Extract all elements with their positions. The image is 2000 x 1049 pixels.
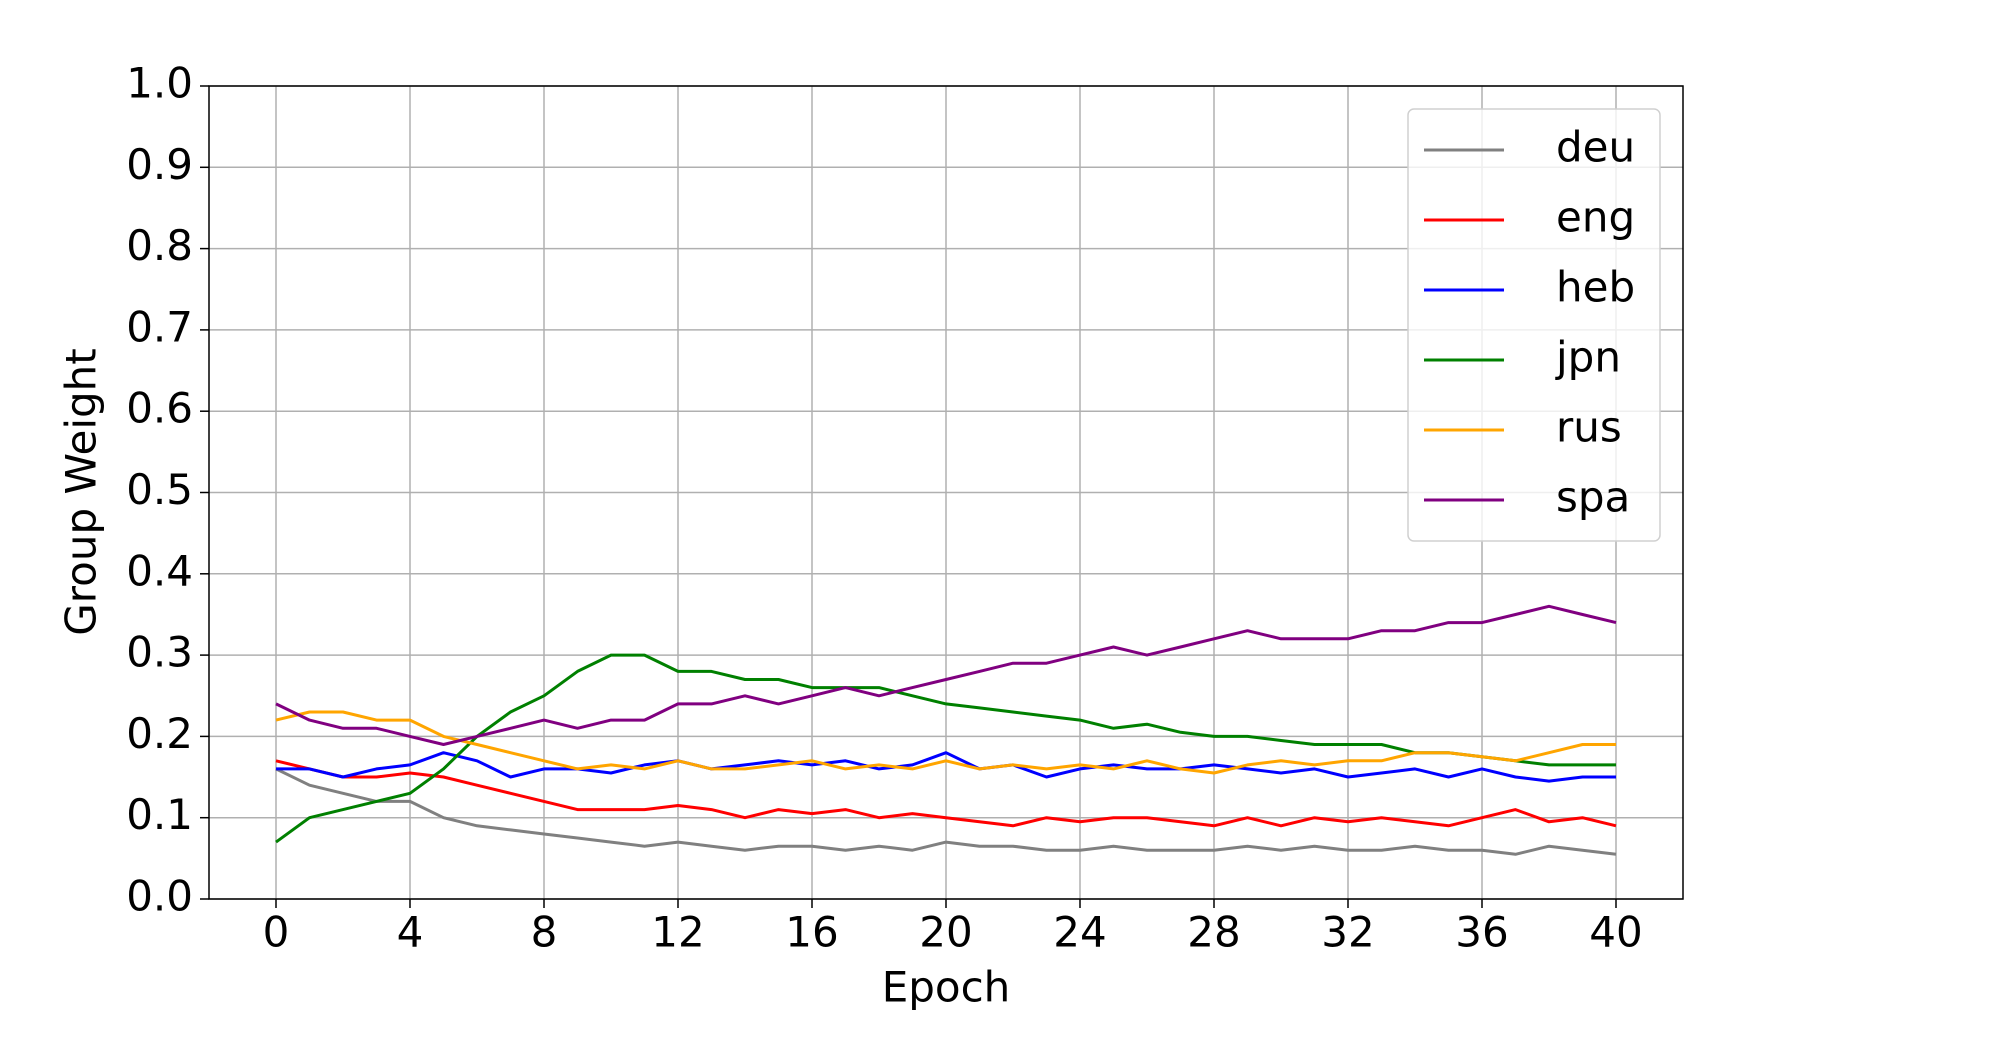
legend-label: heb	[1556, 263, 1635, 312]
series-line	[275, 767, 1617, 856]
y-tick-label: 0.3	[126, 628, 193, 677]
x-tick-label: 40	[1589, 908, 1642, 957]
legend-box	[1407, 108, 1661, 542]
legend-label: rus	[1556, 403, 1622, 452]
y-tick-label: 1.0	[126, 59, 193, 108]
series-line	[275, 710, 1616, 775]
x-axis-label: Epoch	[882, 963, 1011, 1012]
x-tick-label: 20	[919, 908, 972, 957]
series-line	[276, 751, 1616, 783]
x-tick-label: 32	[1321, 908, 1374, 957]
legend-label: jpn	[1555, 333, 1621, 382]
legend-label: deu	[1556, 123, 1635, 172]
y-tick-label: 0.4	[126, 546, 193, 595]
y-tick-label: 0.9	[126, 140, 193, 189]
legend-label: eng	[1556, 193, 1635, 242]
y-tick-label: 0.7	[126, 302, 193, 351]
y-axis-label: Group Weight	[57, 348, 106, 636]
y-tick-label: 0.5	[126, 465, 193, 514]
series-line	[275, 653, 1616, 844]
x-tick-label: 28	[1187, 908, 1240, 957]
x-tick-label: 0	[263, 908, 290, 957]
series-line	[275, 759, 1617, 828]
axes-frame	[208, 85, 1684, 900]
y-tick-label: 0.8	[126, 221, 193, 270]
x-tick-label: 12	[651, 908, 704, 957]
y-tick-label: 0.6	[126, 384, 193, 433]
series-line	[275, 604, 1617, 746]
y-tick-label: 0.0	[126, 872, 193, 921]
y-tick-label: 0.2	[126, 709, 193, 758]
legend-label: spa	[1556, 473, 1630, 522]
x-tick-label: 24	[1053, 908, 1106, 957]
x-tick-label: 8	[531, 908, 558, 957]
x-tick-label: 4	[397, 908, 424, 957]
y-tick-label: 0.1	[126, 790, 193, 839]
x-tick-label: 16	[785, 908, 838, 957]
x-tick-label: 36	[1455, 908, 1508, 957]
